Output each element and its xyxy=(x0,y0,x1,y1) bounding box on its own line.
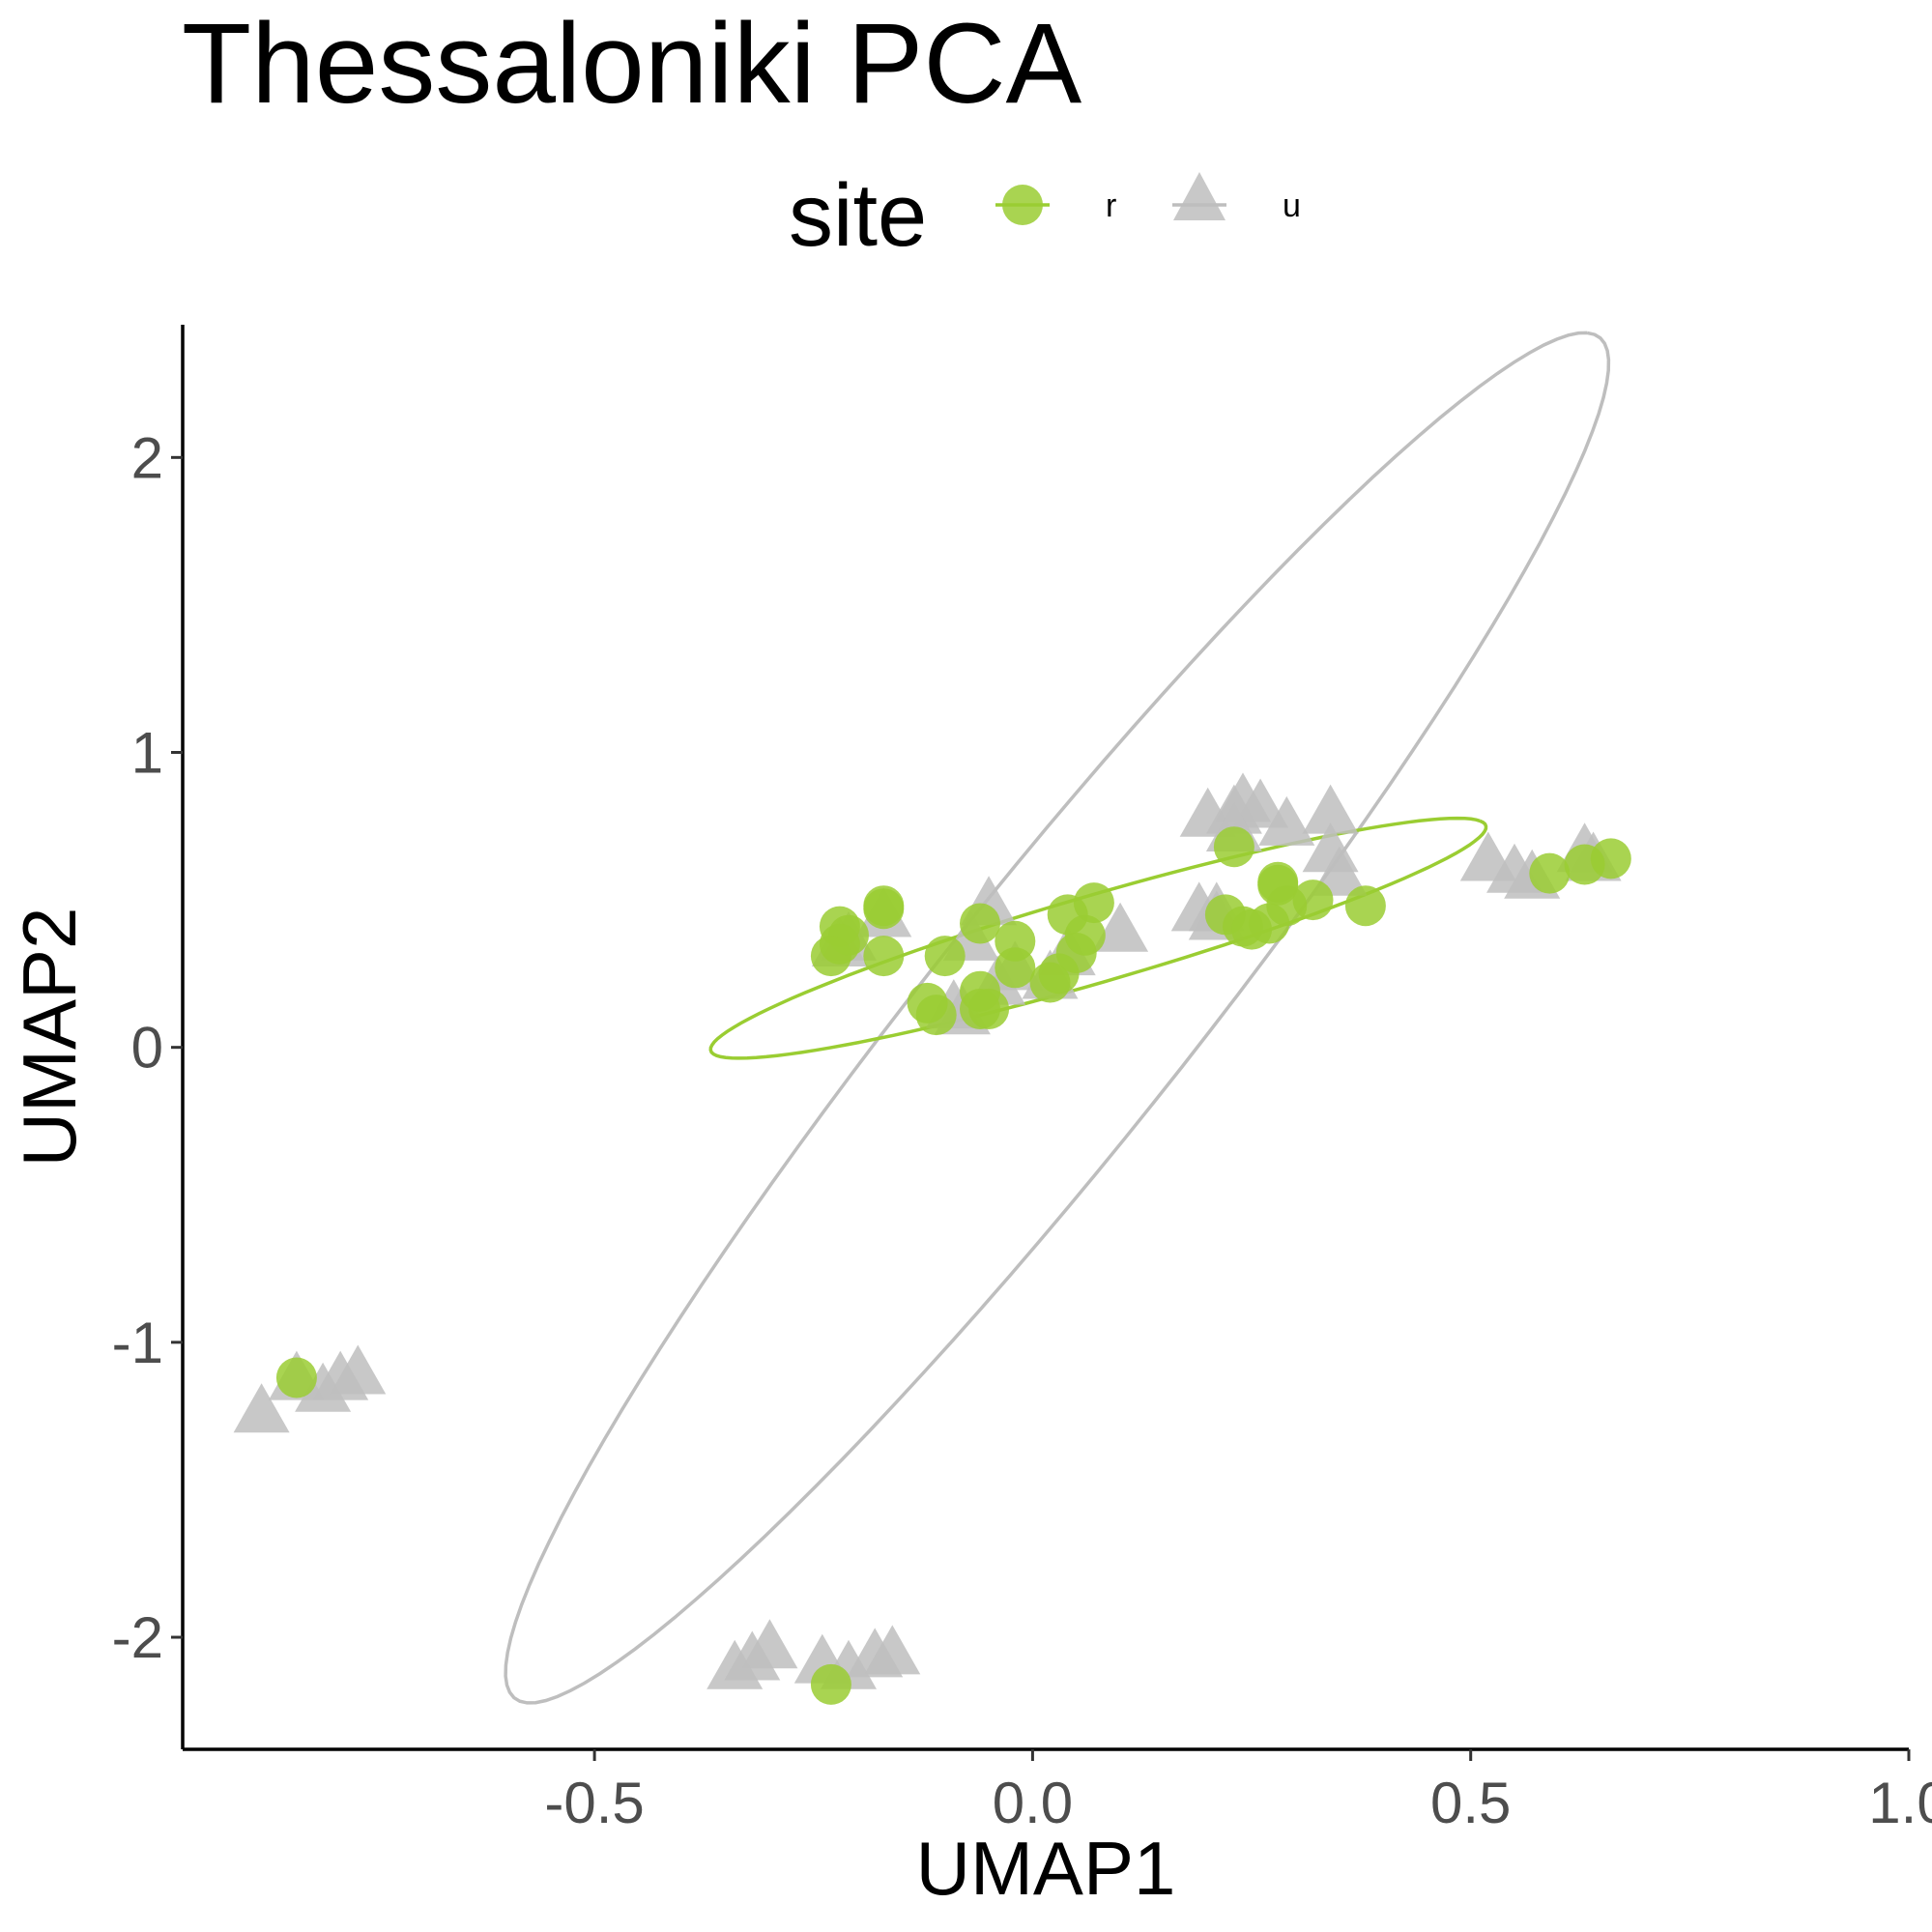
point-r xyxy=(960,903,1000,944)
point-r xyxy=(968,989,1010,1029)
point-r xyxy=(1064,914,1106,956)
point-r xyxy=(1529,852,1571,894)
y-tick-label: 0 xyxy=(131,1016,163,1081)
legend-label-u: u xyxy=(1283,187,1301,224)
point-r xyxy=(275,1357,317,1399)
y-tick-label: -2 xyxy=(112,1605,163,1670)
x-tick-label: -0.5 xyxy=(544,1771,644,1835)
point-u xyxy=(233,1383,290,1433)
legend-r-circle-icon xyxy=(1002,185,1043,225)
y-tick-label: 2 xyxy=(131,425,163,490)
legend-label-r: r xyxy=(1106,187,1116,224)
y-tick-label: 1 xyxy=(131,721,163,786)
point-r xyxy=(1213,826,1254,868)
chart-title: Thessaloniki PCA xyxy=(182,0,1082,128)
plot-area xyxy=(233,331,1631,1705)
point-r xyxy=(1344,885,1386,927)
point-r xyxy=(1590,838,1631,879)
x-axis-title: UMAP1 xyxy=(916,1826,1176,1911)
legend-u-triangle-icon xyxy=(1173,172,1226,220)
point-r xyxy=(1292,879,1334,921)
point-r xyxy=(810,1663,851,1705)
point-r xyxy=(1073,882,1114,924)
x-tick-label: 0.0 xyxy=(993,1771,1073,1835)
point-u xyxy=(1311,846,1368,896)
point-u xyxy=(1092,902,1149,952)
point-u xyxy=(864,1625,921,1675)
y-tick-label: -1 xyxy=(112,1311,163,1375)
point-r xyxy=(863,888,905,930)
x-tick-label: 1.0 xyxy=(1868,1771,1932,1835)
point-r xyxy=(995,947,1036,989)
point-u xyxy=(330,1344,387,1395)
point-u xyxy=(1302,784,1359,834)
point-u xyxy=(1258,795,1315,846)
x-tick-label: 0.5 xyxy=(1430,1771,1511,1835)
point-u xyxy=(706,1639,764,1689)
legend: site r u xyxy=(789,166,1301,265)
point-r xyxy=(863,936,905,977)
legend-title: site xyxy=(789,166,927,265)
axis-ticks: -0.5 0.0 0.5 1.0 -2 -1 0 1 2 xyxy=(112,425,1932,1835)
ellipse-u xyxy=(504,331,1611,1705)
point-r xyxy=(915,995,957,1036)
point-r xyxy=(810,936,851,977)
y-axis-title: UMAP2 xyxy=(7,908,92,1168)
point-r xyxy=(924,936,966,977)
